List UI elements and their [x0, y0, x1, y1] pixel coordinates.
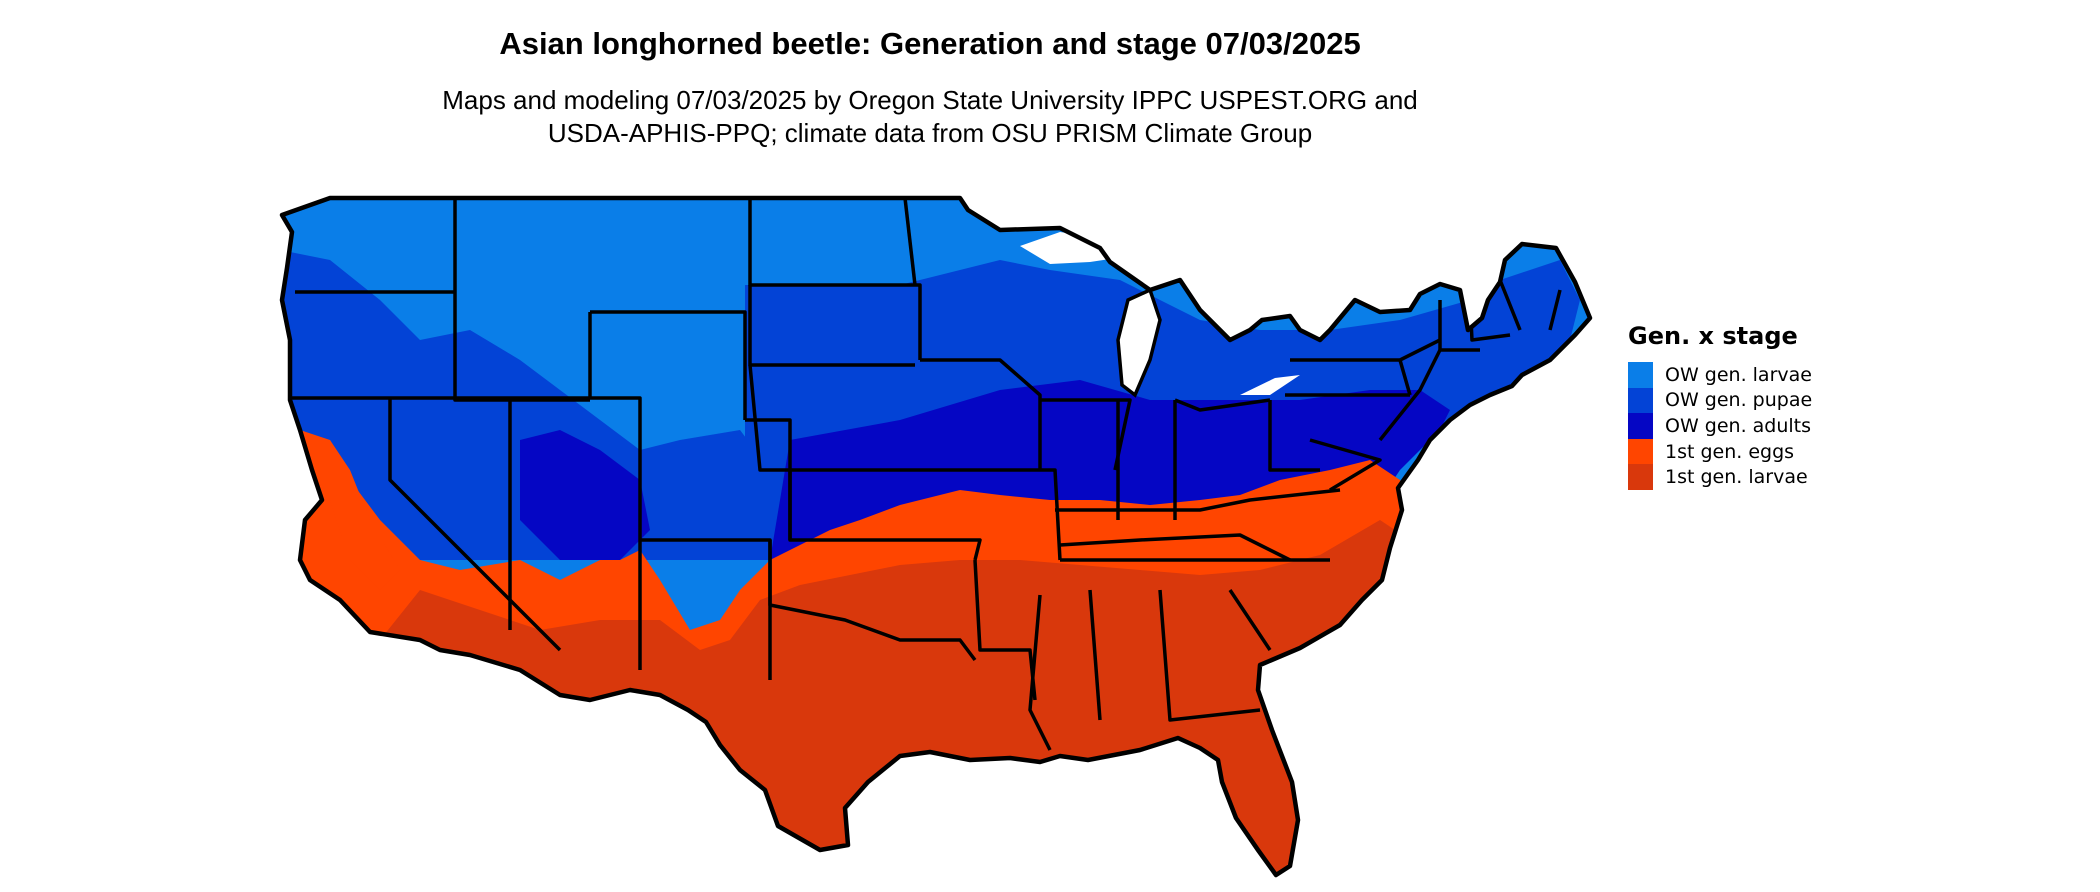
legend-label: OW gen. adults — [1665, 414, 1812, 437]
subtitle-line-2: USDA-APHIS-PPQ; climate data from OSU PR… — [547, 118, 1313, 148]
legend-label: 1st gen. larvae — [1665, 466, 1808, 489]
subtitle-line-1: Maps and modeling 07/03/2025 by Oregon S… — [442, 85, 1418, 115]
legend-title: Gen. x stage — [1628, 322, 1798, 350]
lake-superior — [1020, 232, 1130, 264]
legend-label: OW gen. larvae — [1665, 363, 1812, 386]
map-subtitle: Maps and modeling 07/03/2025 by Oregon S… — [0, 84, 1860, 150]
legend-item-ow-pupae: OW gen. pupae — [1628, 387, 1813, 414]
legend: Gen. x stage OW gen. larvae OW gen. pupa… — [1628, 322, 1812, 490]
region-ow-adults-southwest — [520, 430, 650, 560]
legend-label: OW gen. pupae — [1665, 389, 1813, 412]
lake-michigan — [1116, 287, 1162, 398]
legend-swatch — [1628, 362, 1653, 388]
legend-item-1st-larvae: 1st gen. larvae — [1628, 464, 1812, 490]
legend-item-ow-larvae: OW gen. larvae — [1628, 362, 1812, 388]
lake-erie — [1240, 375, 1300, 395]
legend-swatch — [1628, 413, 1653, 439]
legend-item-1st-eggs: 1st gen. eggs — [1628, 438, 1812, 465]
legend-swatch — [1628, 438, 1653, 465]
legend-item-ow-adults: OW gen. adults — [1628, 413, 1812, 439]
great-lakes — [1020, 232, 1300, 398]
stage-regions — [282, 198, 1590, 875]
legend-swatch — [1628, 387, 1653, 414]
region-1st-eggs-california — [330, 440, 400, 590]
state-borders — [285, 198, 1562, 751]
map-title: Asian longhorned beetle: Generation and … — [499, 26, 1361, 61]
legend-label: 1st gen. eggs — [1665, 440, 1795, 463]
legend-swatch — [1628, 464, 1653, 490]
